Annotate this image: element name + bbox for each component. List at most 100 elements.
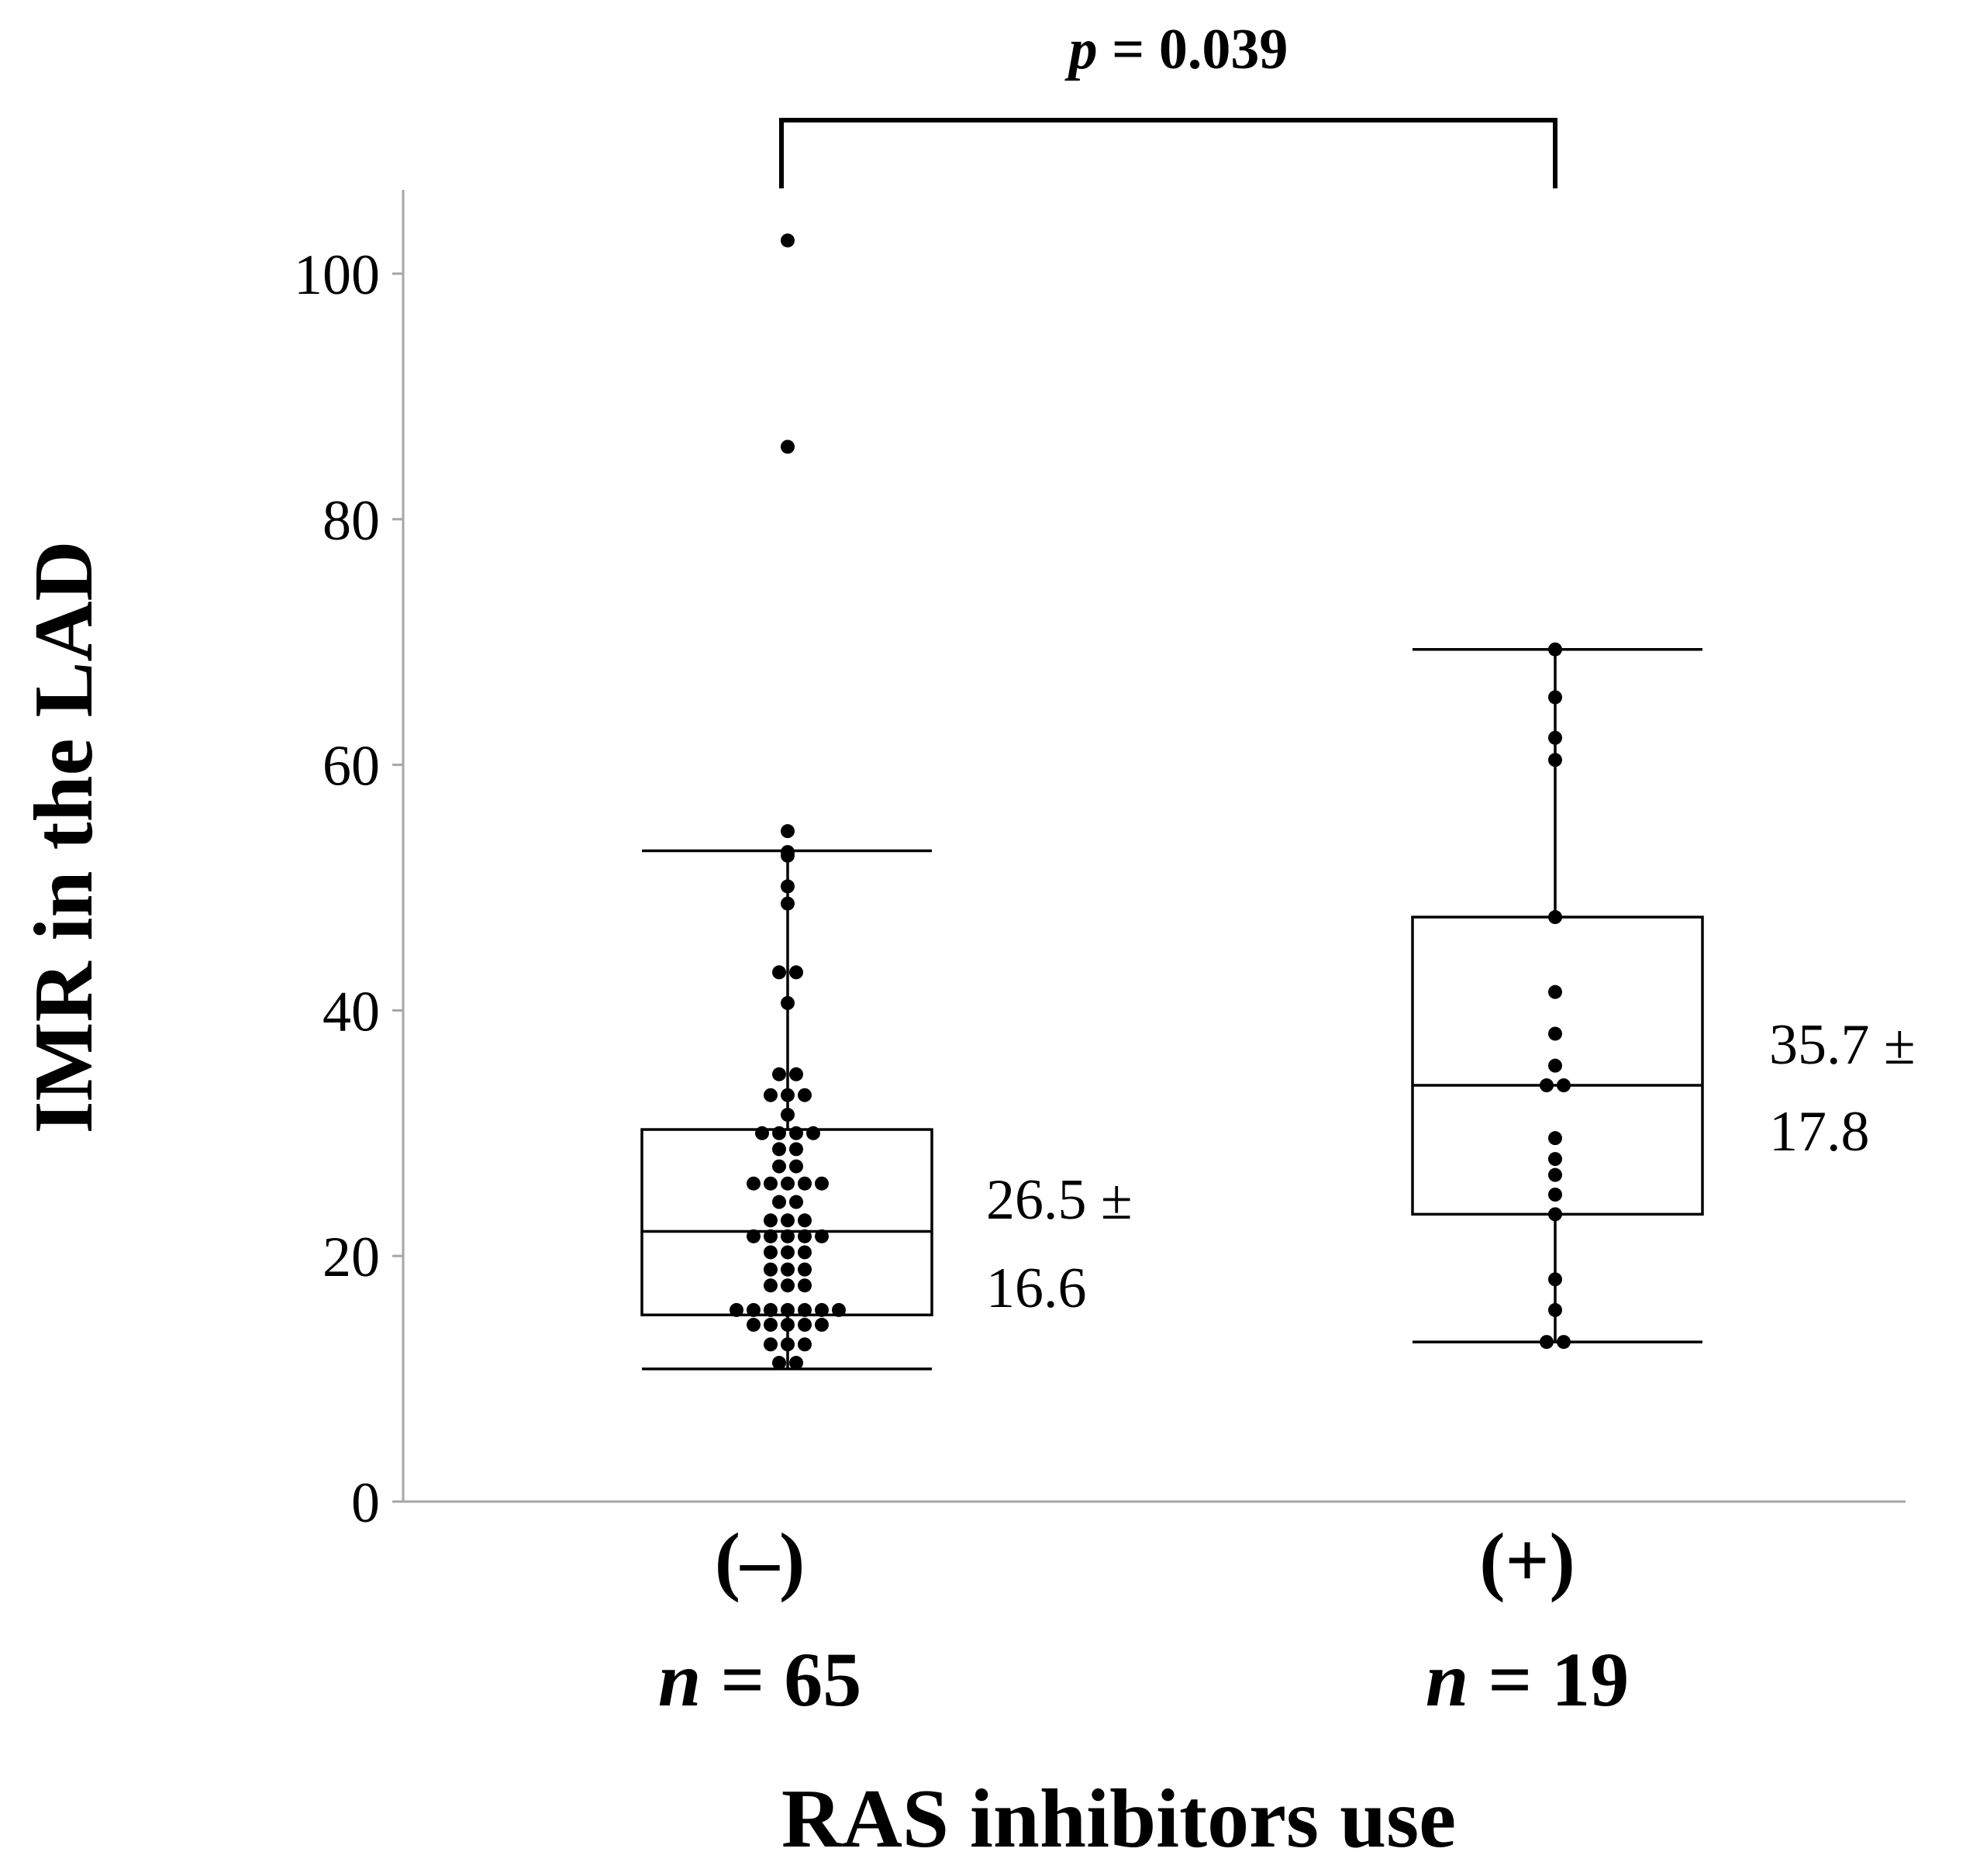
data-point (781, 879, 795, 894)
data-point (789, 1142, 803, 1157)
data-point (798, 1213, 812, 1228)
data-point (815, 1302, 829, 1317)
data-point (1548, 753, 1562, 767)
data-point (781, 848, 795, 863)
data-point (1540, 1335, 1554, 1350)
data-point (781, 440, 795, 454)
data-point (764, 1176, 778, 1191)
data-point (1548, 1272, 1562, 1287)
data-point (764, 1302, 778, 1317)
data-point (789, 1067, 803, 1081)
data-point (772, 1195, 786, 1209)
data-point (1548, 1152, 1562, 1167)
data-point (781, 1262, 795, 1277)
data-point (815, 1317, 829, 1332)
data-point (798, 1317, 812, 1332)
y-tick-label: 0 (351, 1471, 380, 1535)
data-point (781, 1317, 795, 1332)
data-point (772, 1159, 786, 1174)
data-point (781, 1278, 795, 1293)
data-point (781, 1302, 795, 1317)
n-value: = 65 (701, 1636, 861, 1723)
data-point (798, 1337, 812, 1352)
y-tick-label: 60 (323, 735, 380, 798)
data-point (789, 1126, 803, 1140)
data-point (1548, 642, 1562, 657)
group-n-label: n = 19 (1426, 1636, 1630, 1723)
group-n-label: n = 65 (658, 1636, 862, 1723)
data-point (730, 1302, 743, 1317)
summary-mean-label: 35.7 ± (1769, 1013, 1916, 1077)
data-point (798, 1229, 812, 1243)
summary-mean-label: 26.5 ± (986, 1168, 1133, 1232)
data-point (1548, 1207, 1562, 1222)
group-positive: 35.7 ± 17.8 (+) n = 19 (1411, 642, 1916, 1723)
data-point (798, 1302, 812, 1317)
data-point (1548, 1167, 1562, 1182)
data-point (781, 1337, 795, 1352)
data-point (781, 1108, 795, 1122)
data-point (747, 1229, 761, 1243)
data-point (764, 1262, 778, 1277)
data-point (781, 1176, 795, 1191)
data-points (730, 233, 846, 1371)
summary-sd-label: 17.8 (1769, 1100, 1870, 1164)
data-point (789, 1195, 803, 1209)
data-point (772, 1356, 786, 1371)
data-point (764, 1088, 778, 1102)
data-point (781, 824, 795, 839)
data-point (764, 1317, 778, 1332)
data-point (781, 995, 795, 1010)
y-axis-ticks: 0 20 40 60 80 100 (294, 243, 403, 1535)
data-point (789, 1356, 803, 1371)
data-point (747, 1176, 761, 1191)
y-axis-title: IMR in the LAD (18, 540, 110, 1133)
n-symbol: n (1426, 1636, 1469, 1723)
data-point (1548, 690, 1562, 705)
data-point (789, 1159, 803, 1174)
data-point (1557, 1078, 1571, 1093)
data-point (1548, 985, 1562, 999)
data-point (781, 1245, 795, 1260)
data-point (832, 1302, 846, 1317)
data-point (789, 965, 803, 980)
data-point (1548, 910, 1562, 925)
data-point (772, 1126, 786, 1140)
data-point (781, 1213, 795, 1228)
data-point (1548, 1188, 1562, 1202)
data-point (1557, 1335, 1571, 1350)
data-point (764, 1278, 778, 1293)
data-point (764, 1245, 778, 1260)
x-axis-title: RAS inhibitors use (781, 1773, 1456, 1865)
data-point (772, 965, 786, 980)
data-point (798, 1278, 812, 1293)
data-points (1540, 642, 1571, 1350)
y-tick-label: 20 (323, 1226, 380, 1289)
data-point (798, 1088, 812, 1102)
data-point (798, 1176, 812, 1191)
data-point (781, 233, 795, 248)
data-point (1548, 1302, 1562, 1317)
y-tick-label: 40 (323, 980, 380, 1043)
p-value-label: p = 0.039 (1064, 18, 1288, 81)
data-point (806, 1126, 820, 1140)
data-point (1548, 730, 1562, 745)
group-negative: 26.5 ± 16.6 (–) n = 65 (640, 233, 1133, 1723)
n-value: = 19 (1468, 1636, 1629, 1723)
data-point (764, 1337, 778, 1352)
data-point (755, 1126, 769, 1140)
data-point (1540, 1078, 1554, 1093)
data-point (772, 1067, 786, 1081)
data-point (1548, 1131, 1562, 1146)
data-point (1548, 1026, 1562, 1041)
n-symbol: n (658, 1636, 702, 1723)
p-value: = 0.039 (1098, 18, 1288, 81)
data-point (815, 1229, 829, 1243)
data-point (798, 1245, 812, 1260)
group-label: (+) (1479, 1517, 1575, 1603)
data-point (781, 1088, 795, 1102)
data-point (764, 1229, 778, 1243)
data-point (772, 1142, 786, 1157)
y-tick-label: 80 (323, 489, 380, 553)
